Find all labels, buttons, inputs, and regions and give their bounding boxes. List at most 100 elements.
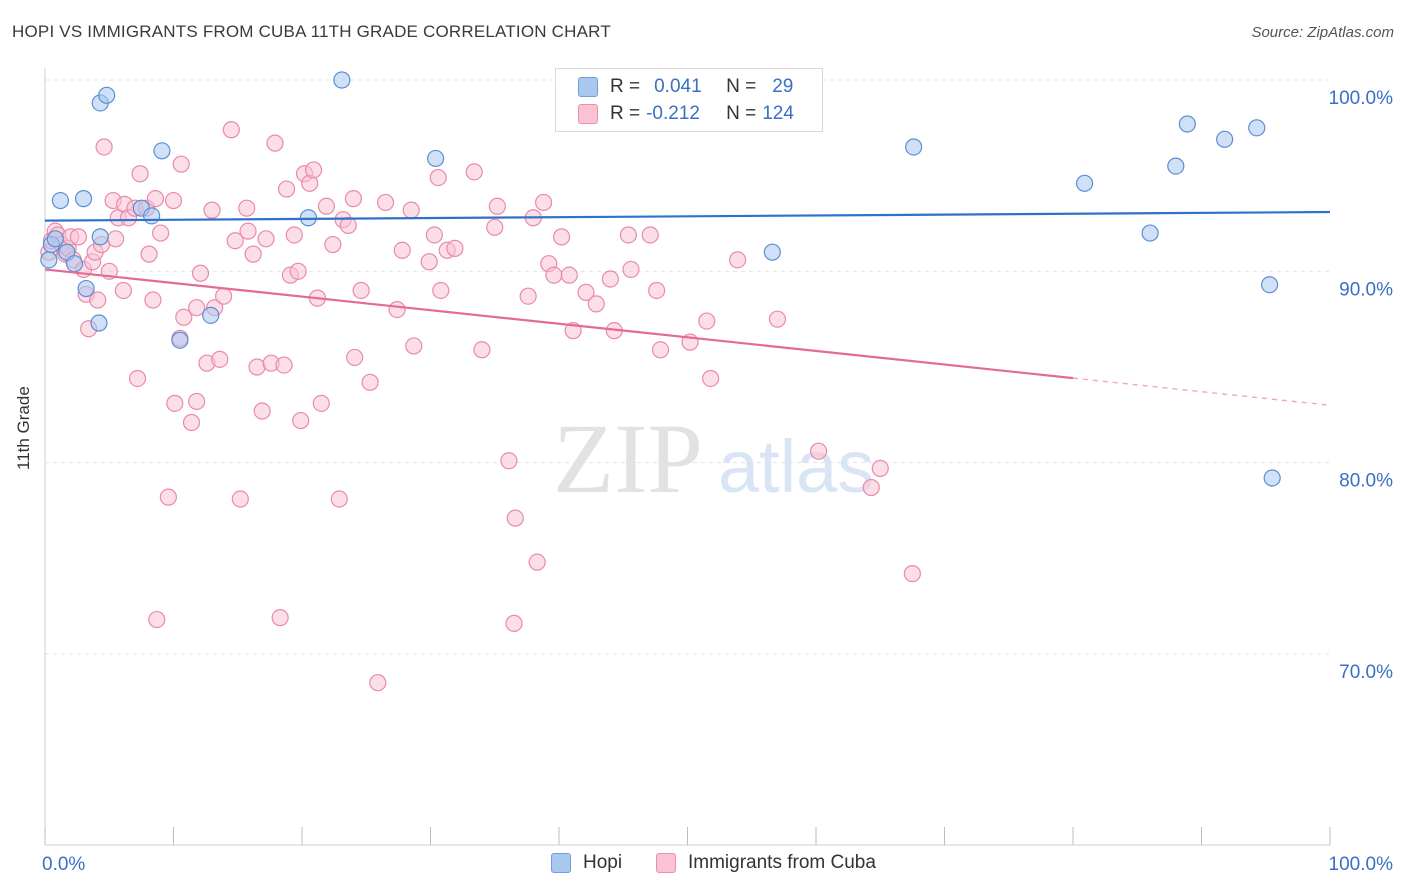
cuba-point xyxy=(182,413,201,432)
cuba-point xyxy=(534,193,553,212)
cuba-point xyxy=(275,356,293,374)
legend-n-label: N = xyxy=(726,103,757,124)
cuba-point xyxy=(107,230,125,248)
cuba-point xyxy=(266,134,284,152)
legend-n-value: 124 xyxy=(762,103,794,124)
hopi-point xyxy=(763,243,781,261)
watermark-atlas: atlas xyxy=(718,425,874,508)
cuba-point xyxy=(222,121,240,139)
cuba-point xyxy=(292,411,310,430)
cuba-point xyxy=(809,442,828,460)
cuba-point xyxy=(376,193,395,212)
cuba-point xyxy=(651,341,670,359)
cuba-point xyxy=(69,228,88,246)
cuba-point xyxy=(488,197,506,215)
cuba-point xyxy=(560,266,578,284)
cuba-point xyxy=(545,266,563,284)
y-tick-label: 90.0% xyxy=(1339,279,1393,300)
cuba-point xyxy=(152,224,170,242)
cuba-point xyxy=(253,402,271,420)
cuba-point xyxy=(188,299,206,317)
hopi-point xyxy=(91,228,109,246)
cuba-point xyxy=(231,490,249,508)
chart-title: HOPI VS IMMIGRANTS FROM CUBA 11TH GRADE … xyxy=(12,22,611,41)
cuba-point xyxy=(128,369,147,388)
legend-swatch-hopi xyxy=(578,77,598,97)
axes xyxy=(44,68,1331,846)
cuba-point xyxy=(324,235,342,254)
hopi-point xyxy=(90,314,108,332)
cuba-point xyxy=(346,348,364,367)
trend-line xyxy=(44,268,1074,380)
cuba-point xyxy=(505,614,523,632)
series-immigrants-from-cuba xyxy=(40,71,921,692)
legend-r-value: 0.041 xyxy=(654,76,702,97)
hopi-point xyxy=(202,306,220,324)
cuba-point xyxy=(641,226,659,244)
legend-label-hopi: Hopi xyxy=(583,852,623,873)
cuba-point xyxy=(903,565,921,583)
cuba-point xyxy=(330,490,348,508)
hopi-point xyxy=(1261,276,1279,294)
cuba-point xyxy=(500,452,518,470)
cuba-point xyxy=(465,163,483,181)
hopi-point xyxy=(1216,130,1234,148)
gridlines xyxy=(45,79,1330,655)
cuba-point xyxy=(114,281,132,300)
cuba-point xyxy=(148,610,166,629)
cuba-point xyxy=(312,394,330,412)
y-tick-label: 100.0% xyxy=(1329,88,1394,109)
cuba-point xyxy=(619,226,637,244)
legend-label-cuba: Immigrants from Cuba xyxy=(688,852,876,873)
hopi-point xyxy=(98,86,116,104)
legend-r-label: R = xyxy=(610,76,641,97)
cuba-point xyxy=(648,281,666,300)
cuba-point xyxy=(146,190,165,208)
hopi-point xyxy=(427,149,445,168)
cuba-point xyxy=(131,165,149,183)
cuba-point xyxy=(402,201,420,219)
legend-n-value: 29 xyxy=(772,76,794,97)
hopi-point xyxy=(1167,157,1185,175)
cuba-point xyxy=(405,337,423,355)
hopi-point xyxy=(46,230,64,248)
cuba-point xyxy=(164,191,183,210)
cuba-point xyxy=(95,138,113,156)
cuba-point xyxy=(768,310,787,328)
hopi-point xyxy=(1178,115,1196,133)
watermark-zip: ZIP xyxy=(553,403,703,514)
legend-swatch-cuba xyxy=(656,853,676,873)
cuba-point xyxy=(473,341,491,359)
cuba-point xyxy=(304,161,323,179)
cuba-point xyxy=(215,287,233,305)
cuba-point xyxy=(244,245,262,263)
cuba-point xyxy=(429,168,447,187)
hopi-point xyxy=(905,138,923,156)
hopi-point xyxy=(171,331,189,349)
cuba-point xyxy=(519,287,537,305)
hopi-point xyxy=(77,279,95,298)
legend-item-cuba: Immigrants from Cuba xyxy=(656,852,876,874)
cuba-point xyxy=(486,218,504,236)
cuba-point xyxy=(352,281,370,300)
series-hopi xyxy=(40,71,1281,487)
cuba-point xyxy=(188,392,206,411)
hopi-point xyxy=(1248,119,1266,137)
cuba-point xyxy=(587,295,605,313)
cuba-point xyxy=(144,291,162,309)
hopi-point xyxy=(333,71,351,89)
cuba-point xyxy=(528,553,546,571)
legend-row-hopi: R = 0.041 N = 29 xyxy=(578,75,793,99)
legend-item-hopi: Hopi xyxy=(551,852,622,874)
cuba-point xyxy=(166,394,184,412)
cuba-point xyxy=(344,190,362,208)
cuba-point xyxy=(446,239,464,257)
cuba-point xyxy=(89,291,107,309)
correlation-legend: R = 0.041 N = 29 R = -0.212 N = 124 xyxy=(555,68,823,132)
cuba-point xyxy=(277,180,296,198)
cuba-point xyxy=(285,226,303,244)
cuba-point xyxy=(271,609,289,627)
y-tick-label: 80.0% xyxy=(1339,471,1393,492)
cuba-point xyxy=(871,459,889,478)
series-legend: Hopi Immigrants from Cuba xyxy=(0,852,1406,878)
